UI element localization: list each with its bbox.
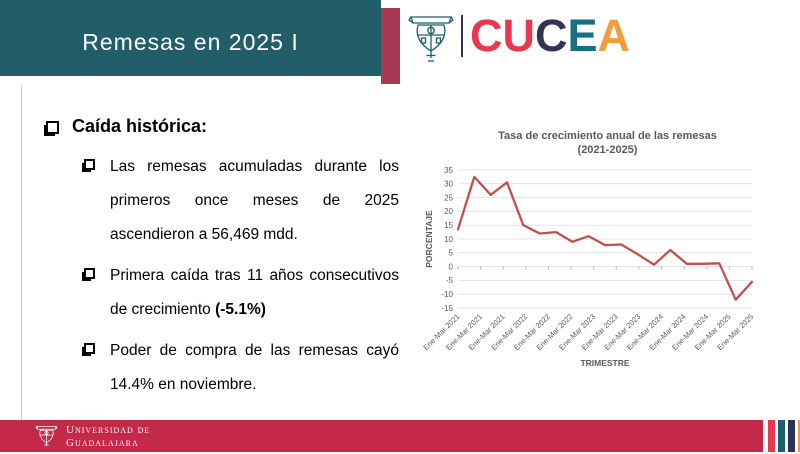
y-tick-label: 20 [444, 207, 453, 216]
list-item: Las remesas acumuladas durante los prime… [84, 150, 399, 252]
checkbox-bullet-icon [84, 343, 95, 354]
footer-org-name: Universidad de Guadalajara [66, 424, 150, 449]
footer-org-line1: Universidad de [66, 424, 151, 436]
bullet-text: Primera caída tras 11 años consecutivos … [110, 259, 399, 327]
y-tick-label: 30 [444, 180, 453, 189]
remesas-line-series [456, 175, 754, 301]
remesas-chart: Tasa de crecimiento anual de las remesas… [420, 130, 795, 388]
y-tick-label: -15 [441, 304, 453, 313]
bullet-text: Las remesas acumuladas durante los prime… [110, 150, 399, 252]
x-axis-title: TRIMESTRE [580, 358, 629, 368]
logo-divider [461, 15, 463, 57]
y-tick-label: 25 [444, 193, 453, 202]
y-axis-title: PORCENTAJE [424, 210, 434, 268]
bullet-text-normal: Las remesas acumuladas durante los prime… [110, 158, 399, 243]
y-tick-label: -5 [446, 276, 454, 285]
checkbox-bullet-icon [84, 159, 95, 170]
bullet-text-bold: (-5.1%) [215, 301, 266, 318]
cucea-letter: C [535, 10, 568, 61]
cucea-letter: U [502, 10, 536, 61]
y-tick-label: 35 [444, 166, 453, 175]
checkbox-bullet-icon [84, 268, 95, 279]
cucea-letter: A [597, 10, 631, 61]
left-vertical-rule [21, 85, 22, 420]
footer-org-line2: Guadalajara [66, 436, 139, 449]
bullet-list: Las remesas acumuladas durante los prime… [84, 150, 399, 409]
bullet-text: Poder de compra de las remesas cayó 14.4… [110, 334, 399, 402]
footer-band [0, 420, 763, 452]
y-tick-label: -10 [441, 290, 453, 299]
cucea-letter: C [470, 10, 503, 61]
footer-accent-bar [788, 420, 795, 452]
footer-accent-bar [768, 420, 775, 452]
bullet-text-normal: Poder de compra de las remesas cayó 14.4… [110, 342, 399, 393]
footer-accent-bar [778, 420, 785, 452]
chart-subtitle: (2021-2025) [577, 144, 638, 156]
header-accent-stripe [381, 8, 400, 84]
list-item: Poder de compra de las remesas cayó 14.4… [84, 334, 399, 402]
slide-title: Remesas en 2025 I [82, 29, 299, 55]
udg-crest-icon [408, 16, 454, 62]
cucea-logo: CUCEA [470, 8, 630, 64]
checkbox-bullet-icon [46, 121, 59, 134]
footer-accent-bar [798, 420, 800, 452]
udg-crest-footer-icon [35, 425, 58, 447]
list-item: Primera caída tras 11 años consecutivos … [84, 259, 399, 327]
y-tick-label: 5 [449, 249, 454, 258]
y-tick-label: 15 [444, 221, 453, 230]
y-tick-label: 10 [444, 235, 453, 244]
section-heading: Caída histórica: [72, 116, 208, 136]
heading-row: Caída histórica: [46, 116, 207, 137]
y-tick-label: 0 [449, 262, 454, 271]
cucea-letter: E [567, 10, 598, 61]
chart-title: Tasa de crecimiento anual de las remesas [498, 130, 717, 142]
header-band [0, 0, 381, 76]
bullet-text-normal: Primera caída tras 11 años consecutivos … [110, 267, 399, 318]
